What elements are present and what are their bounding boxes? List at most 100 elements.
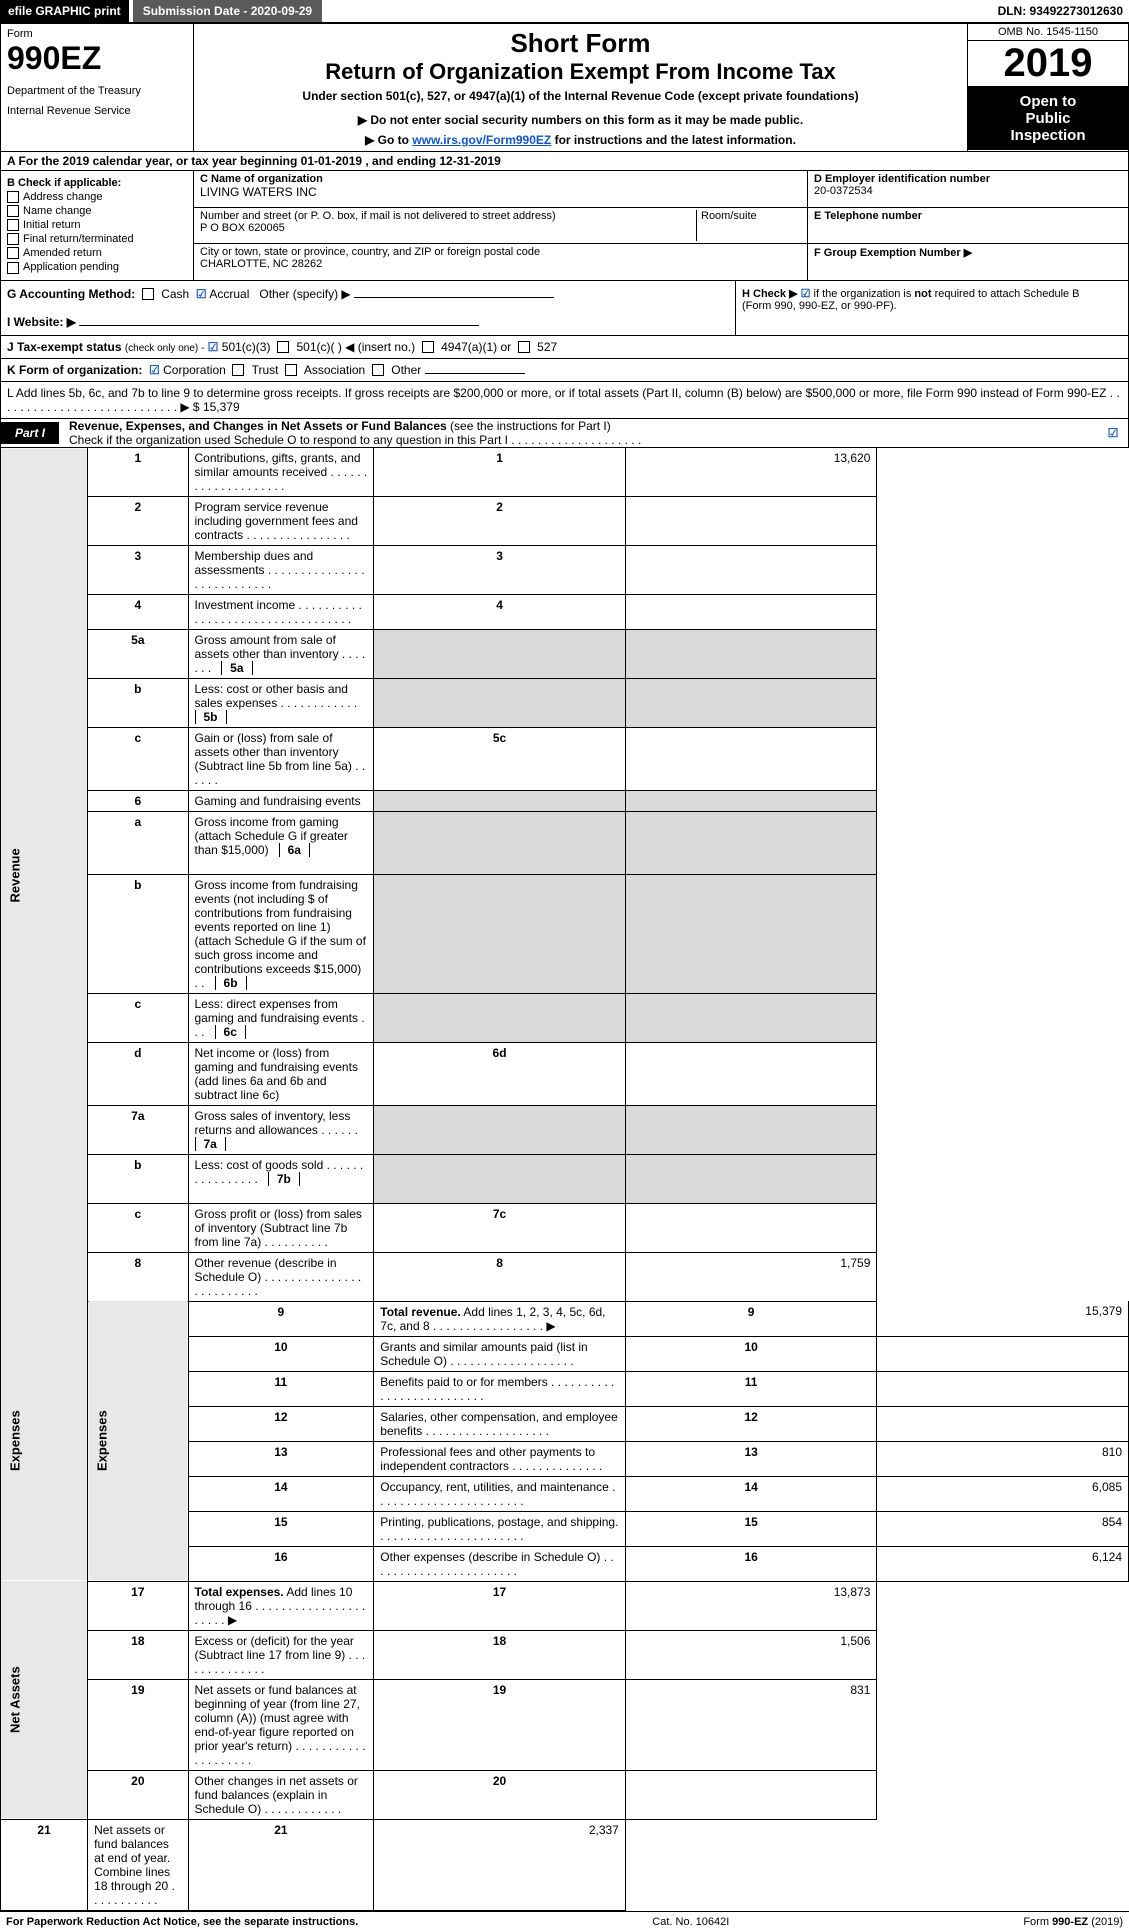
check-name-change[interactable]: Name change: [7, 205, 187, 217]
header-left: Form 990EZ Department of the Treasury In…: [1, 24, 194, 151]
col-c-org-info: C Name of organization LIVING WATERS INC…: [194, 171, 807, 280]
g-accrual-check-icon: ☑: [196, 287, 207, 301]
goto-suffix: for instructions and the latest informat…: [555, 133, 796, 147]
part-i-title: Revenue, Expenses, and Changes in Net As…: [59, 419, 1098, 447]
check-address-change[interactable]: Address change: [7, 191, 187, 203]
k-trust-checkbox[interactable]: [232, 364, 244, 376]
line-description: Membership dues and assessments . . . . …: [188, 545, 374, 594]
j-4947-checkbox[interactable]: [422, 341, 434, 353]
line-number: d: [88, 1042, 188, 1105]
line-number: 5a: [88, 629, 188, 678]
line-number: a: [88, 811, 188, 874]
line-number: 11: [188, 1371, 374, 1406]
submission-date: Submission Date - 2020-09-29: [133, 0, 322, 22]
line-description: Gross income from fundraising events (no…: [188, 874, 374, 993]
website-input[interactable]: [79, 325, 479, 326]
line-amount: 1,506: [625, 1630, 877, 1679]
form-header: Form 990EZ Department of the Treasury In…: [0, 24, 1129, 152]
g-other-input[interactable]: [354, 297, 554, 298]
check-final-return[interactable]: Final return/terminated: [7, 233, 187, 245]
c-street-row: Number and street (or P. O. box, if mail…: [194, 208, 807, 245]
line-description: Less: cost of goods sold . . . . . . . .…: [188, 1154, 374, 1203]
return-title: Return of Organization Exempt From Incom…: [204, 59, 957, 85]
line-number: c: [88, 993, 188, 1042]
line-amount: 1,759: [625, 1252, 877, 1301]
line-number: 2: [88, 496, 188, 545]
efile-button[interactable]: efile GRAPHIC print: [0, 0, 129, 22]
line-ref: 6d: [374, 1042, 626, 1105]
line-number: 10: [188, 1336, 374, 1371]
check-amended-return[interactable]: Amended return: [7, 247, 187, 259]
line-description: Professional fees and other payments to …: [374, 1441, 626, 1476]
line-ref: 19: [374, 1679, 626, 1770]
line-description: Grants and similar amounts paid (list in…: [374, 1336, 626, 1371]
line-ref: [374, 790, 626, 811]
goto-link[interactable]: www.irs.gov/Form990EZ: [412, 133, 551, 147]
line-description: Net income or (loss) from gaming and fun…: [188, 1042, 374, 1105]
part-i-tab: Part I: [1, 422, 59, 444]
f-group-row: F Group Exemption Number ▶: [808, 244, 1128, 280]
line-ref: [374, 1105, 626, 1154]
col-right-def: D Employer identification number 20-0372…: [807, 171, 1128, 280]
table-row: 3Membership dues and assessments . . . .…: [1, 545, 1129, 594]
h-prefix: H Check ▶: [742, 288, 801, 300]
line-amount: 2,337: [374, 1819, 626, 1910]
k-form-org: K Form of organization: ☑ Corporation Tr…: [0, 359, 1129, 382]
line-number: 8: [88, 1252, 188, 1301]
room-suite: Room/suite: [696, 210, 801, 242]
line-number: b: [88, 1154, 188, 1203]
line-number: c: [88, 1203, 188, 1252]
g-other-label: Other (specify) ▶: [259, 287, 350, 301]
donot-note: ▶ Do not enter social security numbers o…: [204, 113, 957, 127]
line-number: 20: [88, 1770, 188, 1819]
l-gross-receipts: L Add lines 5b, 6c, and 7b to line 9 to …: [0, 382, 1129, 419]
line-ref: [374, 629, 626, 678]
under-section: Under section 501(c), 527, or 4947(a)(1)…: [204, 89, 957, 103]
line-description: Gaming and fundraising events: [188, 790, 374, 811]
k-other-input[interactable]: [425, 373, 525, 374]
g-cash-checkbox[interactable]: [142, 288, 154, 300]
line-number: 15: [188, 1511, 374, 1546]
line-ref: 21: [188, 1819, 374, 1910]
line-amount: [877, 1371, 1129, 1406]
line-ref: 20: [374, 1770, 626, 1819]
line-amount: [625, 629, 877, 678]
line-description: Other revenue (describe in Schedule O) .…: [188, 1252, 374, 1301]
check-label-1: Name change: [23, 205, 92, 217]
table-row: 8Other revenue (describe in Schedule O) …: [1, 1252, 1129, 1301]
line-amount: [625, 727, 877, 790]
k-other-checkbox[interactable]: [372, 364, 384, 376]
street-value: P O BOX 620065: [200, 222, 285, 234]
check-initial-return[interactable]: Initial return: [7, 219, 187, 231]
line-amount: 6,085: [877, 1476, 1129, 1511]
j-501c-checkbox[interactable]: [277, 341, 289, 353]
goto-note: ▶ Go to www.irs.gov/Form990EZ for instru…: [204, 133, 957, 147]
open-to-public: Open to Public Inspection: [968, 87, 1128, 150]
dept-treasury: Department of the Treasury: [7, 85, 187, 97]
c-name-row: C Name of organization LIVING WATERS INC: [194, 171, 807, 208]
org-name: LIVING WATERS INC: [200, 185, 317, 199]
h-text4: (Form 990, 990-EZ, or 990-PF).: [742, 300, 897, 312]
open-line2: Public: [972, 110, 1124, 127]
j-hint: (check only one) -: [125, 343, 204, 354]
g-accounting: G Accounting Method: Cash ☑ Accrual Othe…: [1, 281, 735, 335]
table-row: cLess: direct expenses from gaming and f…: [1, 993, 1129, 1042]
j-527-checkbox[interactable]: [518, 341, 530, 353]
check-application-pending[interactable]: Application pending: [7, 261, 187, 273]
line-ref: 15: [625, 1511, 877, 1546]
footer-right: Form 990-EZ (2019): [1023, 1916, 1123, 1928]
footer-mid: Cat. No. 10642I: [652, 1916, 729, 1928]
gh-row: G Accounting Method: Cash ☑ Accrual Othe…: [0, 281, 1129, 336]
line-ref: 7c: [374, 1203, 626, 1252]
city-value: CHARLOTTE, NC 28262: [200, 258, 322, 270]
part-i-checkbox[interactable]: ☑: [1098, 426, 1128, 440]
line-ref: 14: [625, 1476, 877, 1511]
part-i-hint: (see the instructions for Part I): [450, 419, 611, 433]
line-amount: [877, 1336, 1129, 1371]
k-opt3: Other: [391, 363, 421, 377]
side-label-expenses: Expenses: [1, 1301, 88, 1581]
goto-prefix: ▶ Go to: [365, 133, 412, 147]
line-description: Printing, publications, postage, and shi…: [374, 1511, 626, 1546]
k-assoc-checkbox[interactable]: [285, 364, 297, 376]
line-description: Gross sales of inventory, less returns a…: [188, 1105, 374, 1154]
